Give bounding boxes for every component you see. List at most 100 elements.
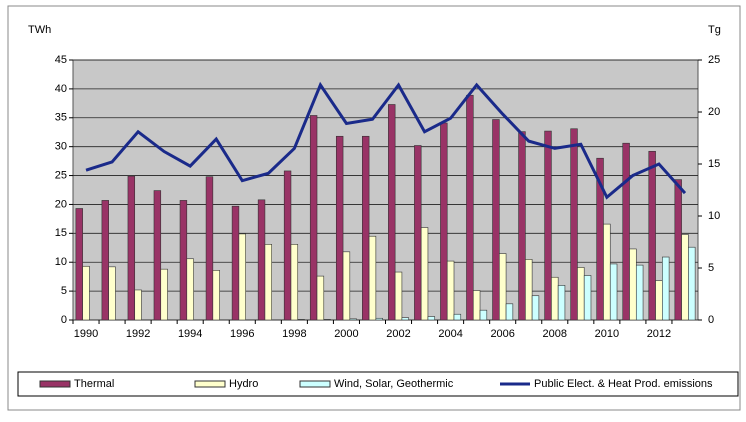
bar <box>368 235 377 321</box>
bar <box>342 251 351 321</box>
x-tick-label: 1994 <box>178 328 202 340</box>
x-tick-label: 1996 <box>230 328 254 340</box>
y2-tick-label: 15 <box>708 158 720 170</box>
bar <box>466 94 474 321</box>
bar <box>297 319 305 321</box>
bar <box>205 176 214 321</box>
y-tick-label: 10 <box>55 256 67 268</box>
x-tick-label: 1992 <box>126 328 150 340</box>
x-tick-label: 2002 <box>386 328 410 340</box>
bar <box>283 170 292 321</box>
bar <box>349 318 357 321</box>
bar <box>609 263 618 321</box>
y-tick-label: 15 <box>55 227 67 239</box>
x-tick-label: 2010 <box>595 328 619 340</box>
bar <box>577 267 585 321</box>
bar <box>544 130 552 321</box>
y-tick-label: 45 <box>55 54 67 66</box>
bar <box>323 319 331 321</box>
legend-swatch <box>194 380 226 388</box>
y-tick-label: 25 <box>55 169 67 181</box>
bar <box>108 266 116 321</box>
bar <box>134 289 142 321</box>
y2-axis-title: Tg <box>708 24 721 36</box>
legend-label: Wind, Solar, Geothermic <box>334 378 454 390</box>
bar <box>557 285 566 321</box>
y-tick-label: 35 <box>55 112 67 124</box>
bar <box>479 309 488 321</box>
x-tick-label: 2006 <box>490 328 514 340</box>
bar <box>453 313 462 321</box>
bar <box>257 199 266 321</box>
bar <box>238 233 246 321</box>
bar <box>446 260 455 321</box>
bar <box>629 248 637 321</box>
bar <box>440 122 448 321</box>
x-tick-label: 2012 <box>647 328 671 340</box>
x-tick-label: 1990 <box>74 328 98 340</box>
y2-tick-label: 5 <box>708 262 714 274</box>
bar <box>414 145 422 321</box>
y-tick-label: 40 <box>55 83 67 95</box>
bar <box>420 227 429 321</box>
bar <box>499 253 507 321</box>
bar <box>570 128 578 321</box>
bar <box>264 244 272 321</box>
x-tick-label: 1998 <box>282 328 306 340</box>
legend-box <box>17 371 739 397</box>
legend-swatch <box>299 380 331 388</box>
bar <box>505 303 514 321</box>
bar <box>662 256 670 321</box>
y-tick-label: 0 <box>61 314 67 326</box>
bar <box>648 150 656 321</box>
bar <box>492 119 500 321</box>
legend-label: Thermal <box>74 378 114 390</box>
bar <box>153 190 162 321</box>
bar <box>472 290 481 321</box>
bar <box>401 317 409 321</box>
bar <box>427 316 436 321</box>
y-tick-label: 20 <box>55 198 67 210</box>
bar <box>551 276 559 321</box>
y2-tick-label: 20 <box>708 106 720 118</box>
x-tick-label: 2000 <box>334 328 358 340</box>
bar <box>231 205 240 321</box>
bar <box>362 135 370 321</box>
bar <box>375 317 383 321</box>
bar <box>622 142 630 321</box>
y2-tick-label: 0 <box>708 314 714 326</box>
y-tick-label: 5 <box>61 285 67 297</box>
legend-swatch <box>39 380 71 388</box>
bar <box>603 223 611 321</box>
x-tick-label: 2008 <box>543 328 567 340</box>
bar <box>82 265 90 321</box>
line <box>85 81 687 200</box>
bar <box>335 135 344 321</box>
y2-tick-label: 25 <box>708 54 720 66</box>
y-axis-title: TWh <box>28 24 51 36</box>
bar <box>212 270 220 321</box>
bar <box>583 275 592 321</box>
legend-label: Hydro <box>229 378 258 390</box>
bar <box>179 200 188 321</box>
y2-tick-label: 10 <box>708 210 720 222</box>
bar <box>531 295 540 321</box>
legend-label: Public Elect. & Heat Prod. emissions <box>534 378 713 390</box>
bar <box>101 200 109 321</box>
bar <box>186 258 194 321</box>
bar <box>309 115 318 321</box>
bar <box>127 175 136 321</box>
bar <box>75 208 83 321</box>
x-tick-label: 2004 <box>438 328 462 340</box>
bar <box>688 246 696 321</box>
bar <box>681 234 689 321</box>
bar <box>525 259 533 321</box>
bar <box>674 179 682 321</box>
bar <box>655 280 663 321</box>
bar <box>316 275 325 321</box>
bar <box>394 271 403 321</box>
bar <box>290 244 299 321</box>
y-tick-label: 30 <box>55 141 67 153</box>
bar <box>388 104 396 321</box>
